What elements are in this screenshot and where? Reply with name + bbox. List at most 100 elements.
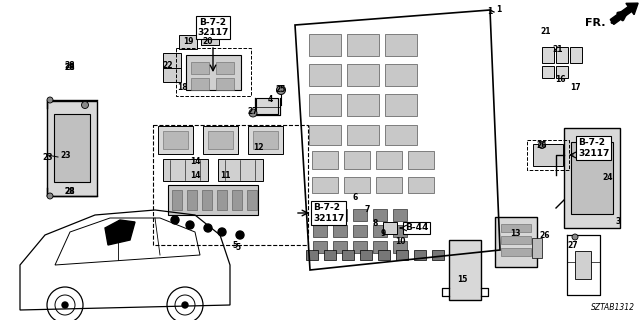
Circle shape	[171, 216, 179, 224]
Bar	[217, 190, 227, 210]
Bar	[396, 250, 408, 260]
Bar	[216, 62, 234, 74]
Text: FR.: FR.	[586, 18, 606, 28]
Bar	[378, 250, 390, 260]
Text: 20: 20	[203, 37, 213, 46]
Bar	[54, 114, 90, 182]
Circle shape	[204, 224, 212, 232]
Bar	[201, 31, 219, 45]
Bar	[414, 250, 426, 260]
Bar	[247, 190, 257, 210]
Circle shape	[62, 302, 68, 308]
Circle shape	[182, 302, 188, 308]
Bar	[342, 250, 354, 260]
Bar	[187, 190, 197, 210]
Bar	[376, 151, 402, 169]
Bar	[172, 190, 182, 210]
Bar	[324, 250, 336, 260]
Bar	[333, 241, 347, 253]
Text: 24: 24	[603, 173, 613, 182]
Bar	[373, 209, 387, 221]
Text: 23: 23	[42, 153, 53, 162]
Bar	[360, 250, 372, 260]
Text: 21: 21	[553, 45, 563, 54]
Bar	[527, 140, 569, 170]
Text: B-7-2
32117: B-7-2 32117	[313, 203, 344, 223]
Bar	[373, 241, 387, 253]
Bar	[432, 250, 444, 260]
Circle shape	[47, 193, 53, 199]
Bar	[312, 177, 338, 193]
Bar	[344, 177, 370, 193]
Bar	[313, 241, 327, 253]
Bar	[175, 48, 250, 96]
Bar	[333, 225, 347, 237]
Text: 26: 26	[537, 140, 547, 149]
Bar	[47, 100, 97, 196]
Text: 13: 13	[509, 228, 520, 237]
Bar	[564, 128, 620, 228]
Text: 28: 28	[65, 188, 76, 196]
Text: 28: 28	[65, 188, 76, 196]
Bar	[157, 126, 193, 154]
Bar	[163, 68, 181, 82]
Text: 1: 1	[488, 7, 493, 17]
Text: 4: 4	[268, 95, 273, 105]
Text: B-7-2
32117: B-7-2 32117	[197, 18, 228, 37]
Bar	[202, 190, 212, 210]
Bar	[309, 94, 341, 116]
Text: 5: 5	[235, 244, 240, 252]
Text: 14: 14	[189, 171, 200, 180]
Text: 27: 27	[248, 108, 259, 116]
Bar	[309, 34, 341, 56]
Text: 28: 28	[65, 63, 76, 73]
Circle shape	[81, 101, 88, 108]
Circle shape	[236, 231, 244, 239]
Bar	[312, 151, 338, 169]
Text: 23: 23	[61, 150, 71, 159]
Bar	[501, 236, 531, 244]
Bar	[385, 94, 417, 116]
Text: 16: 16	[555, 76, 565, 84]
Bar	[449, 240, 481, 300]
Text: 28: 28	[65, 61, 76, 70]
Text: B-7-2
32117: B-7-2 32117	[578, 138, 609, 158]
Bar	[152, 125, 307, 245]
Bar	[353, 209, 367, 221]
Bar	[309, 64, 341, 86]
Bar	[163, 159, 207, 181]
Text: 22: 22	[163, 60, 173, 69]
Text: 17: 17	[570, 84, 580, 92]
Bar	[385, 125, 417, 145]
Bar	[575, 251, 591, 279]
Circle shape	[276, 85, 285, 94]
Bar	[571, 142, 613, 214]
Bar	[383, 222, 397, 234]
Bar	[570, 47, 582, 63]
Text: 14: 14	[189, 157, 200, 166]
Text: 18: 18	[177, 84, 188, 92]
Circle shape	[538, 141, 545, 148]
Circle shape	[572, 234, 578, 240]
Bar	[207, 131, 232, 149]
Bar	[408, 177, 434, 193]
Bar	[306, 250, 318, 260]
Circle shape	[186, 221, 194, 229]
Text: 26: 26	[540, 230, 550, 239]
Bar	[393, 241, 407, 253]
Bar	[309, 125, 341, 145]
Bar	[353, 225, 367, 237]
Bar	[347, 94, 379, 116]
Text: 25: 25	[276, 85, 286, 94]
Bar	[393, 225, 407, 237]
Bar	[495, 217, 537, 267]
Bar	[393, 209, 407, 221]
Bar	[556, 66, 568, 78]
Text: 19: 19	[183, 37, 193, 46]
Bar	[373, 225, 387, 237]
Text: 11: 11	[220, 171, 230, 180]
Bar	[202, 126, 237, 154]
Bar	[542, 47, 554, 63]
Bar	[168, 185, 258, 215]
Bar	[501, 248, 531, 256]
